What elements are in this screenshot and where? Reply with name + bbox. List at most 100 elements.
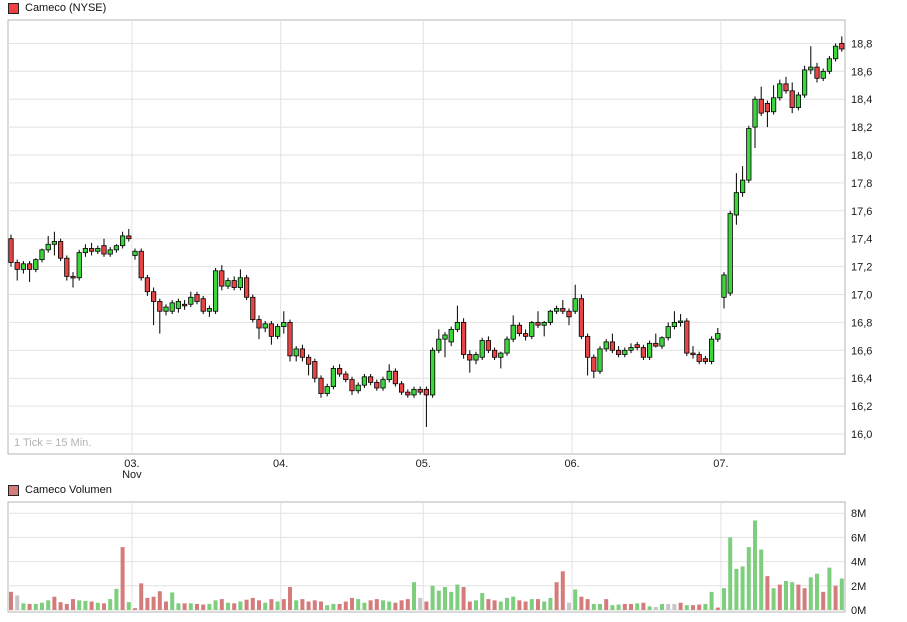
candlestick bbox=[678, 320, 684, 324]
volume-bar bbox=[83, 600, 88, 610]
volume-bar bbox=[46, 600, 51, 610]
volume-bar bbox=[660, 603, 664, 610]
volume-bar bbox=[306, 601, 311, 610]
candlestick bbox=[39, 249, 45, 261]
candlestick bbox=[696, 354, 702, 362]
volume-bar bbox=[412, 582, 416, 610]
candlestick bbox=[76, 252, 82, 279]
volume-bar bbox=[139, 583, 144, 610]
volume-bar bbox=[771, 588, 776, 610]
volume-bar bbox=[486, 599, 491, 610]
volume-bar bbox=[672, 603, 677, 610]
candlestick bbox=[442, 334, 448, 340]
volume-bar bbox=[833, 585, 838, 610]
volume-bar bbox=[815, 573, 819, 610]
candlestick bbox=[554, 308, 560, 312]
candlestick bbox=[219, 270, 225, 287]
volume-bar bbox=[263, 602, 268, 610]
candlestick bbox=[789, 90, 795, 108]
candlestick bbox=[51, 241, 58, 245]
candlestick bbox=[541, 321, 547, 326]
candlestick bbox=[727, 213, 733, 294]
candlestick bbox=[206, 308, 212, 312]
candlestick bbox=[212, 270, 219, 312]
volume-axis-tick: 6M bbox=[851, 532, 866, 544]
volume-bar bbox=[498, 601, 503, 610]
volume-bar bbox=[27, 603, 32, 610]
volume-bar bbox=[591, 603, 596, 610]
volume-bar bbox=[71, 599, 75, 610]
candlestick bbox=[324, 386, 330, 394]
candlestick bbox=[398, 383, 405, 393]
volume-bar bbox=[827, 567, 832, 610]
price-axis-tick: 18,8 bbox=[851, 38, 872, 50]
price-axis-tick: 17,2 bbox=[851, 262, 872, 274]
volume-bar bbox=[362, 602, 367, 610]
candlestick bbox=[467, 354, 473, 361]
volume-bar bbox=[368, 600, 373, 610]
volume-bar bbox=[337, 603, 342, 610]
candlestick bbox=[436, 338, 442, 351]
price-axis-tick: 16,2 bbox=[851, 401, 872, 413]
volume-bar bbox=[790, 582, 795, 610]
candlestick bbox=[175, 301, 181, 309]
volume-bar bbox=[839, 578, 844, 610]
price-axis-tick: 16,8 bbox=[851, 317, 872, 329]
candlestick bbox=[746, 128, 752, 181]
candlestick bbox=[312, 361, 318, 379]
candlestick bbox=[498, 352, 504, 358]
volume-bar bbox=[40, 602, 44, 610]
volume-bar bbox=[579, 596, 584, 610]
volume-bar bbox=[430, 585, 435, 610]
volume-bar bbox=[635, 603, 640, 610]
candlestick bbox=[138, 250, 144, 279]
date-axis-tick: 03. bbox=[124, 458, 139, 470]
volume-bar bbox=[151, 596, 156, 610]
candlestick bbox=[132, 250, 138, 256]
candlestick bbox=[101, 245, 107, 255]
volume-bar bbox=[666, 603, 671, 610]
volume-bar bbox=[567, 602, 571, 610]
candlestick bbox=[665, 326, 671, 339]
candlestick bbox=[126, 235, 132, 240]
volume-bar bbox=[120, 547, 125, 610]
volume-bar bbox=[436, 590, 441, 610]
volume-bar bbox=[610, 605, 615, 610]
candlestick bbox=[826, 58, 833, 72]
volume-bar bbox=[108, 599, 113, 610]
volume-bar bbox=[58, 602, 63, 610]
volume-bar bbox=[213, 600, 218, 610]
volume-bar bbox=[188, 603, 193, 610]
volume-bar bbox=[709, 591, 714, 610]
candlestick bbox=[684, 320, 690, 354]
date-axis-month: Nov bbox=[122, 469, 142, 481]
candlestick bbox=[795, 94, 802, 108]
volume-bar bbox=[598, 603, 602, 610]
volume-bar bbox=[722, 588, 726, 610]
candlestick bbox=[188, 296, 194, 305]
volume-bar bbox=[461, 587, 466, 610]
candlestick bbox=[231, 280, 237, 288]
candlestick bbox=[82, 248, 88, 254]
candlestick bbox=[243, 277, 250, 298]
volume-bar bbox=[629, 603, 633, 610]
volume-bar bbox=[529, 599, 534, 610]
candlestick bbox=[120, 235, 126, 247]
candlestick bbox=[777, 83, 783, 99]
candlestick bbox=[287, 321, 293, 357]
volume-bar bbox=[734, 568, 739, 610]
candlestick bbox=[659, 337, 665, 347]
candlestick bbox=[305, 356, 312, 365]
candlestick bbox=[510, 324, 516, 340]
candlestick bbox=[256, 319, 262, 329]
volume-bar bbox=[740, 566, 745, 610]
candlestick bbox=[423, 388, 430, 396]
volume-bar bbox=[250, 597, 255, 610]
candlestick bbox=[690, 352, 696, 356]
volume-bar bbox=[548, 597, 553, 610]
date-axis-tick: 05. bbox=[416, 458, 431, 470]
candlestick bbox=[820, 70, 826, 79]
candlestick bbox=[597, 348, 603, 372]
volume-bar bbox=[622, 603, 627, 610]
candlestick bbox=[709, 338, 715, 362]
